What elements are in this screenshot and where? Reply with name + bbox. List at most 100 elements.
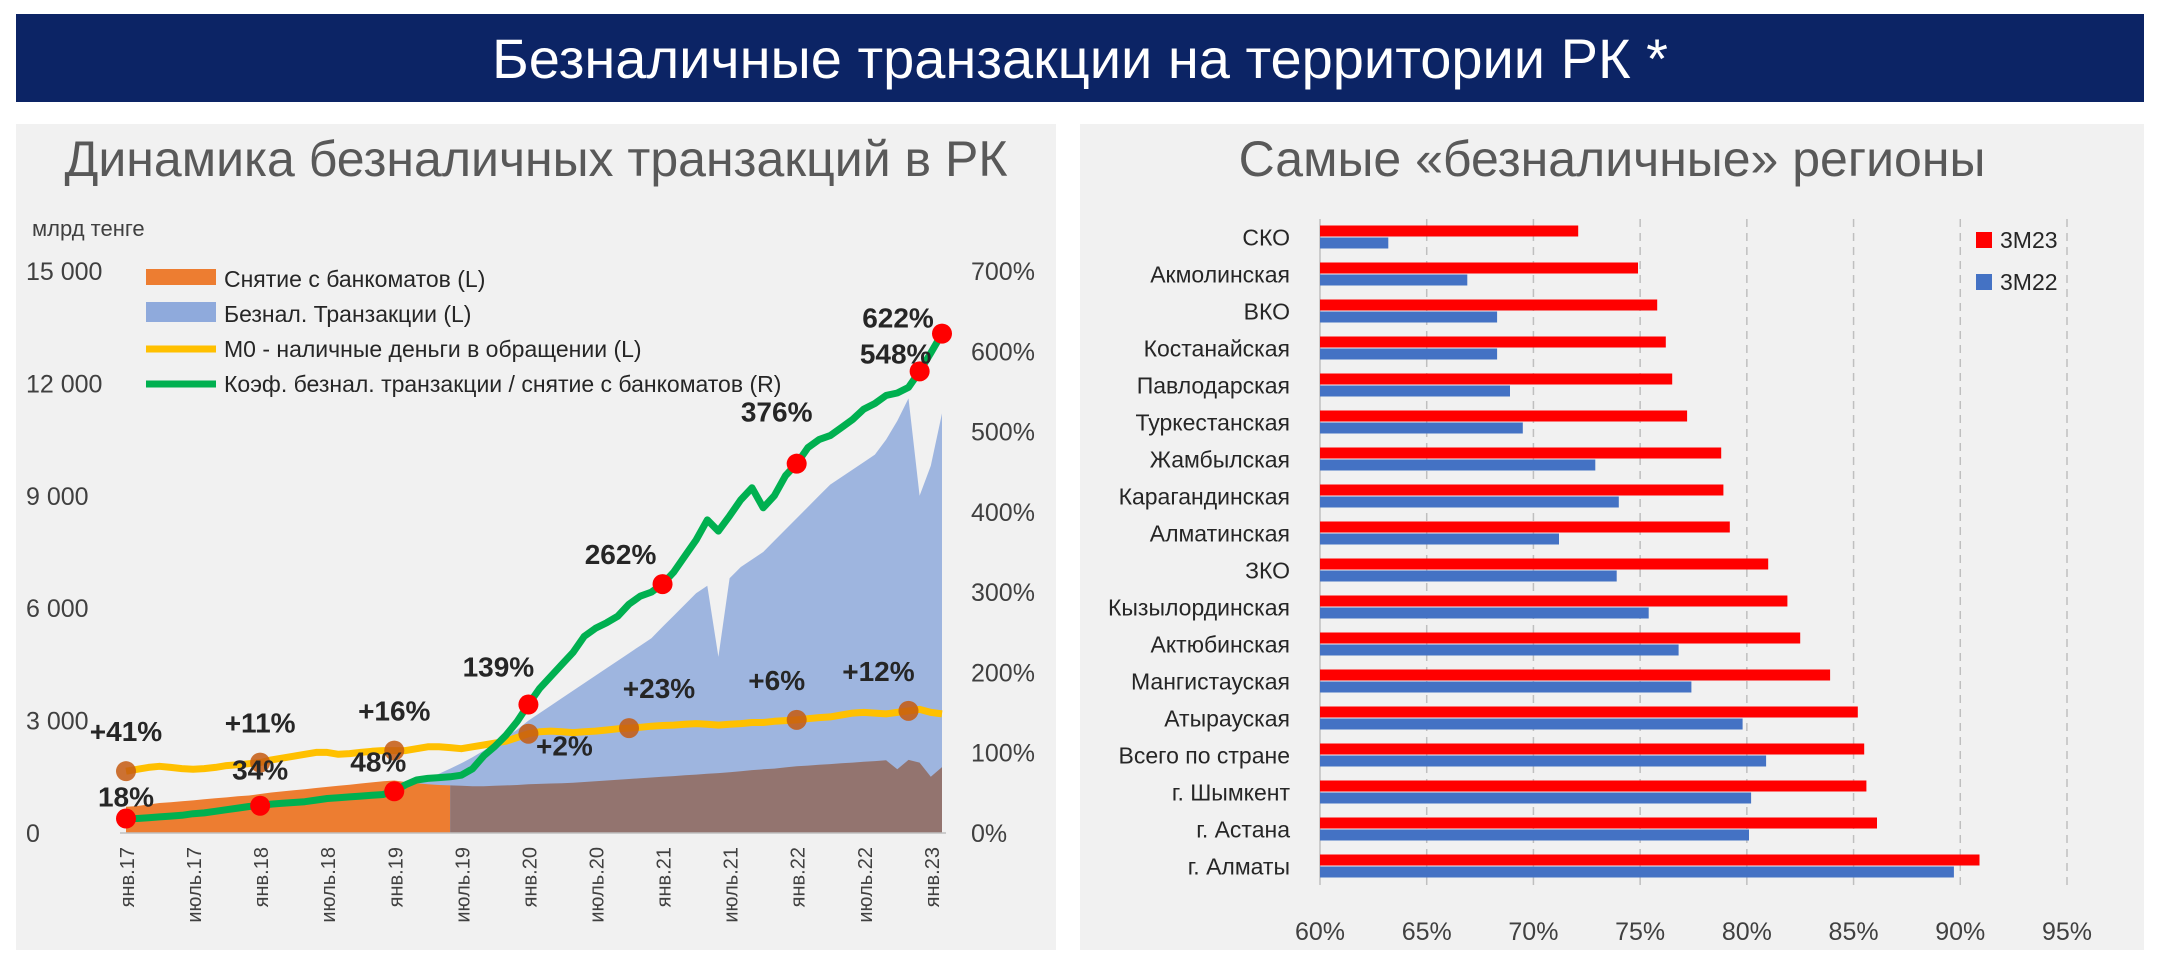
ratio-pct-label: 548%	[860, 338, 932, 369]
ratio-marker	[932, 323, 952, 344]
regions-bar-chart: 60% 65% 70% 75% 80% 85% 90% 95% СКО Акмолинская ВК…	[1108, 219, 2092, 946]
m0-change-label: +12%	[842, 656, 914, 687]
x-tick-label-group: янв.22	[788, 847, 810, 907]
right-y-tick-label: 500%	[971, 419, 1035, 447]
x-tick-label: янв.23	[922, 847, 944, 907]
bar-3m23	[1320, 410, 1688, 422]
left-y-tick-label: 3 000	[26, 708, 89, 736]
bar-3m22	[1320, 792, 1752, 804]
left-y-tick-label: 6 000	[26, 595, 89, 623]
x-tick-label: 70%	[1508, 918, 1558, 946]
ratio-marker	[116, 808, 136, 829]
bar-3m23	[1320, 447, 1722, 459]
region-label: СКО	[1242, 225, 1290, 251]
right-chart-panel: Самые «безналичные» регионы 60% 65% 70% 75%…	[1080, 124, 2144, 950]
bar-3m23	[1320, 262, 1638, 274]
x-tick-label: 65%	[1402, 918, 1452, 946]
ratio-pct-label: 622%	[862, 303, 934, 334]
x-tick-label-group: июль.21	[721, 847, 743, 923]
region-label: Алматинская	[1150, 521, 1290, 547]
bar-3m22	[1320, 533, 1559, 545]
left-y-tick-label: 0	[26, 820, 40, 848]
bar-3m22	[1320, 311, 1498, 323]
bar-3m23	[1320, 743, 1865, 755]
ratio-marker	[250, 795, 271, 816]
right-y-tick-label: 200%	[971, 659, 1035, 687]
ratio-pct-label: 139%	[463, 652, 535, 683]
m0-marker	[786, 709, 807, 730]
region-label: Жамбылская	[1150, 447, 1290, 473]
transactions-dynamics-chart: млрд тенге 15 000 12 000 9 000 6 000 3 000 0 70…	[26, 216, 1035, 923]
right-y-tick-label: 700%	[971, 258, 1035, 286]
legend-label: Снятие с банкоматов (L)	[224, 266, 485, 292]
region-label: Всего по стране	[1119, 743, 1290, 769]
x-tick-label: 80%	[1722, 918, 1772, 946]
ratio-pct-label: 48%	[350, 746, 406, 777]
header-banner: Безналичные транзакции на территории РК …	[16, 14, 2144, 102]
x-tick-label-group: янв.20	[519, 847, 541, 907]
bar-3m22	[1320, 274, 1468, 286]
ratio-pct-label: 376%	[741, 397, 813, 428]
bar-3m23	[1320, 780, 1867, 792]
x-tick-label: июль.22	[855, 847, 877, 923]
legend-label-3m23: 3М23	[2000, 227, 2058, 253]
bar-3m23	[1320, 225, 1579, 237]
x-tick-label-group: июль.22	[855, 847, 877, 923]
ratio-marker	[909, 361, 930, 382]
bar-3m23	[1320, 373, 1673, 385]
x-tick-label: 75%	[1615, 918, 1665, 946]
region-label: г. Шымкент	[1172, 780, 1291, 806]
ratio-pct-label: 18%	[98, 782, 154, 813]
x-tick-label-group: июль.19	[452, 847, 474, 923]
legend-swatch-atm	[146, 269, 216, 285]
ratio-marker	[786, 453, 807, 474]
x-tick-label: 60%	[1295, 918, 1345, 946]
x-tick-label: янв.17	[117, 847, 139, 907]
legend-label: Безнал. Транзакции (L)	[224, 301, 471, 327]
m0-marker	[116, 761, 136, 782]
left-chart-panel: Динамика безналичных транзакций в РК млр…	[16, 124, 1056, 950]
x-tick-label-group: июль.17	[184, 847, 206, 923]
legend-label-3m22: 3М22	[2000, 269, 2058, 295]
m0-change-label: +6%	[748, 665, 805, 696]
region-label: Павлодарская	[1137, 373, 1290, 399]
region-label: Костанайская	[1144, 336, 1290, 362]
bar-3m23	[1320, 632, 1801, 644]
right-y-tick-label: 100%	[971, 740, 1035, 768]
bar-3m23	[1320, 595, 1788, 607]
x-tick-label: янв.21	[654, 847, 676, 907]
x-tick-label: янв.19	[385, 847, 407, 907]
x-tick-label-group: янв.19	[385, 847, 407, 907]
bar-3m22	[1320, 607, 1649, 619]
left-axis-unit-label: млрд тенге	[32, 216, 145, 241]
legend-swatch-3m23	[1976, 232, 1992, 248]
bar-3m23	[1320, 484, 1724, 496]
x-tick-label: янв.22	[788, 847, 810, 907]
ratio-marker	[384, 781, 405, 802]
legend-swatch-noncash	[146, 302, 216, 322]
bar-3m23	[1320, 854, 1980, 866]
region-label: Акмолинская	[1150, 262, 1290, 288]
bar-3m23	[1320, 817, 1877, 829]
legend-label: Коэф. безнал. транзакции / снятие с банк…	[224, 371, 781, 397]
ratio-marker	[518, 694, 539, 715]
bar-3m23	[1320, 669, 1831, 681]
left-y-tick-label: 9 000	[26, 483, 89, 511]
m0-marker	[518, 723, 539, 744]
right-y-tick-label: 0%	[971, 820, 1007, 848]
m0-marker	[384, 740, 405, 761]
legend-label: M0 - наличные деньги в обращении (L)	[224, 336, 642, 362]
right-y-tick-label: 600%	[971, 338, 1035, 366]
x-tick-label-group: янв.23	[922, 847, 944, 907]
right-y-tick-label: 300%	[971, 579, 1035, 607]
x-tick-label: июль.19	[452, 847, 474, 923]
bar-3m23	[1320, 336, 1666, 348]
ratio-marker	[652, 574, 673, 595]
m0-change-label: +11%	[225, 708, 296, 739]
legend-swatch-3m22	[1976, 274, 1992, 290]
m0-marker	[898, 700, 919, 721]
bar-3m22	[1320, 718, 1743, 730]
region-label: Актюбинская	[1151, 632, 1290, 658]
m0-change-label: +23%	[623, 673, 695, 704]
region-label: Кызылординская	[1108, 595, 1290, 621]
